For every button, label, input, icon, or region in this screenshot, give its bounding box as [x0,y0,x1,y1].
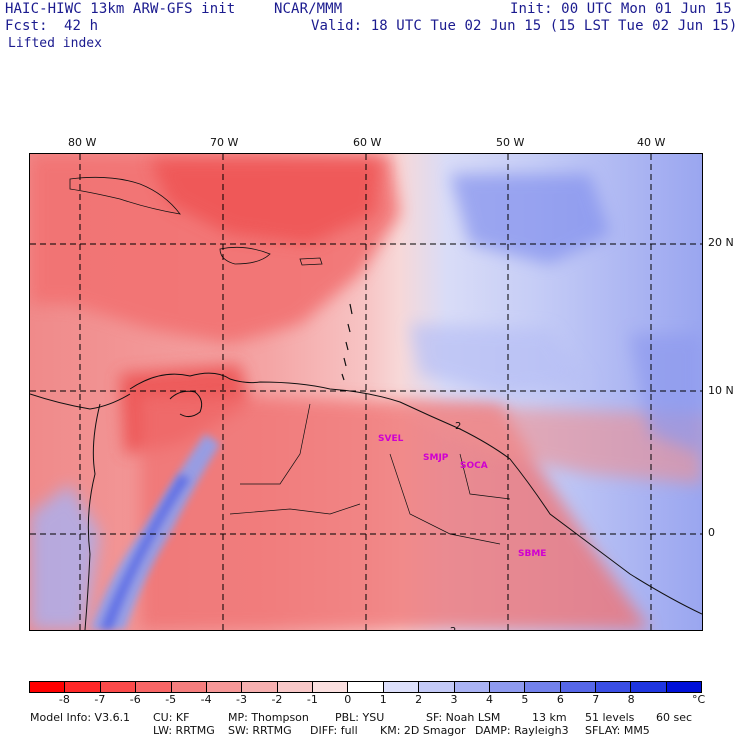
longwave-scheme: LW: RRTMG [153,724,215,737]
color-legend-swatch [419,682,455,692]
pacific-stable-region [30,484,100,630]
contour-labels: 2 2 [450,421,461,630]
cuba-outline [69,176,181,215]
puerto-rico-outline [299,257,323,266]
color-legend-swatch [313,682,349,692]
color-legend-tick: -4 [200,693,212,706]
shortwave-scheme: SW: RRTMG [228,724,292,737]
color-legend-swatch [206,682,243,692]
color-legend-swatch [100,682,137,692]
color-legend-tick: -5 [165,693,177,706]
damping-setting: DAMP: Rayleigh3 [475,724,569,737]
lat-label-0: 0 [708,526,715,539]
color-legend-tick: 5 [521,693,529,706]
color-legend-tick: 6 [556,693,564,706]
color-legend-swatch [136,682,172,692]
border-line-b [389,453,501,545]
color-legend-tick: -1 [306,693,318,706]
color-legend-swatch [383,682,420,692]
color-legend-swatch [666,682,702,692]
itcz-unstable-band [380,404,702,484]
color-legend-tick: 8 [627,693,635,706]
color-legend-tick: -3 [236,693,247,706]
color-legend-tick: 0 [344,693,352,706]
andes-strong-stable-band [100,474,190,630]
lon-label-50w: 50 W [496,136,525,149]
cumulus-scheme: CU: KF [153,711,190,724]
color-legend-swatch [277,682,313,692]
color-legend-tick: 4 [485,693,493,706]
north-caribbean-strong-region [150,159,380,244]
legend-unit: °C [692,693,706,706]
forecast-hours: 42 h [64,18,99,34]
station-label-smjp: SMJP [423,453,449,463]
color-legend-tick: -7 [94,693,106,706]
color-legend-tick: -6 [129,693,141,706]
station-label-sbme: SBME [518,549,547,559]
atlantic-stable-region [450,174,610,264]
color-legend-swatch [171,682,207,692]
model-info: Model Info: V3.6.1 [30,711,131,724]
grid-spacing: 13 km [532,711,567,724]
contour-label: 2 [450,626,456,630]
border-line-c [240,403,311,485]
color-legend-swatch [65,682,101,692]
color-legend-tick: -2 [271,693,283,706]
graticule [30,154,702,630]
mid-atlantic-stable-region [410,324,590,394]
station-label-soca: SOCA [460,461,488,471]
lon-label-70w: 70 W [210,136,239,149]
pbl-scheme: PBL: YSU [335,711,385,724]
color-legend-tick: 1 [379,693,387,706]
lesser-antilles-chain [341,303,353,381]
color-legend-tick: -8 [58,693,70,706]
forecast-label: Fcst: [5,18,48,34]
maracaibo-coast [169,390,203,418]
color-legend-swatch [242,682,278,692]
station-label-svel: SVEL [378,434,404,444]
color-legend-swatch [596,682,632,692]
color-legend-swatch [525,682,561,692]
color-legend-swatch [454,682,490,692]
contour-label: 2 [455,421,461,432]
border-line-d [459,453,511,500]
field-name: Lifted index [8,36,102,51]
color-legend-bar [29,681,702,693]
time-step: 60 sec [656,711,693,724]
surface-layer-scheme: SFLAY: MM5 [585,724,650,737]
lat-label-10n: 10 N [708,384,734,397]
lifted-index-map: 2 2 SVEL SMJP SOCA SBME [29,153,703,631]
map-canvas: 2 2 [30,154,702,630]
lon-label-40w: 40 W [637,136,666,149]
border-line-a [229,503,361,515]
color-legend-swatch [631,682,667,692]
color-legend-swatch [560,682,596,692]
init-time: Init: 00 UTC Mon 01 Jun 15 [510,1,732,17]
vertical-levels: 51 levels [585,711,635,724]
shaded-field [30,154,702,630]
color-legend-swatch [489,682,526,692]
lon-label-60w: 60 W [353,136,382,149]
panama-isthmus [30,393,131,410]
color-legend-tick: 7 [592,693,600,706]
pacific-coastline [84,403,101,630]
hispaniola-outline [219,246,271,265]
lon-label-80w: 80 W [68,136,97,149]
diffusion-setting: DIFF: full [310,724,358,737]
east-atlantic-stable-region [630,334,702,454]
color-legend-swatch [348,682,384,692]
color-legend-tick: 3 [450,693,458,706]
model-title: HAIC-HIWC 13km ARW-GFS init [5,1,236,17]
surface-scheme: SF: Noah LSM [426,711,501,724]
valid-time: Valid: 18 UTC Tue 02 Jun 15 (15 LST Tue … [311,18,738,34]
org-label: NCAR/MMM [274,1,343,17]
eddy-coefficient: KM: 2D Smagor [380,724,466,737]
lat-label-20n: 20 N [708,236,734,249]
color-legend-swatch [30,682,66,692]
microphysics-scheme: MP: Thompson [228,711,309,724]
color-legend-tick: 2 [415,693,423,706]
